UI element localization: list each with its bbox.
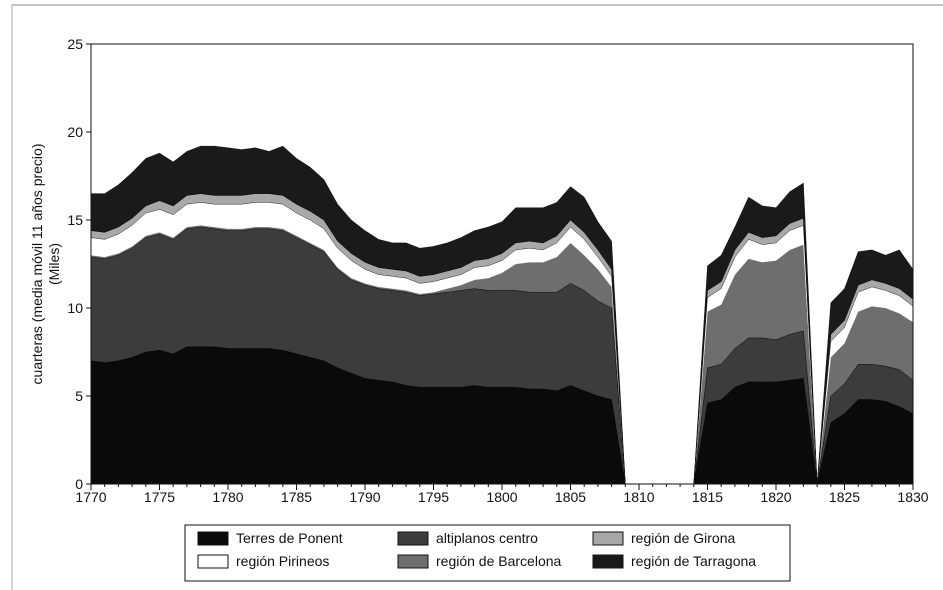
legend-swatch-region-pirineos — [197, 554, 229, 569]
legend-label-region-de-barcelona: región de Barcelona — [436, 553, 562, 569]
y-axis: 0 5 10 15 20 25 — [67, 36, 91, 492]
legend-label-region-de-girona: región de Girona — [631, 530, 736, 546]
x-tick-label: 1820 — [760, 489, 791, 505]
legend: Terres de Ponent altiplanos centro región … — [184, 524, 791, 582]
y-tick-label: 10 — [67, 300, 83, 316]
y-axis-label-line-1: cuarteras (media móvil 11 años precio) — [29, 144, 45, 385]
x-tick-label: 1780 — [212, 489, 243, 505]
x-tick-label: 1800 — [486, 489, 517, 505]
legend-label-region-de-tarragona: región de Tarragona — [631, 553, 756, 569]
legend-swatch-region-de-tarragona — [592, 554, 624, 569]
legend-box — [184, 524, 791, 582]
x-tick-label: 1770 — [75, 489, 106, 505]
area-series-group — [90, 145, 914, 485]
x-tick-label: 1795 — [418, 489, 449, 505]
x-tick-label: 1810 — [623, 489, 654, 505]
legend-label-terres-de-ponent: Terres de Ponent — [236, 530, 343, 546]
x-tick-label: 1775 — [144, 489, 175, 505]
legend-swatch-region-de-barcelona — [397, 554, 429, 569]
y-tick-label: 5 — [75, 388, 83, 404]
y-tick-label: 20 — [67, 124, 83, 140]
legend-swatch-altiplanos-centro — [397, 531, 429, 546]
legend-label-region-pirineos: región Pirineos — [236, 553, 329, 569]
legend-swatch-terres-de-ponent — [197, 531, 229, 546]
x-axis: 1770 1775 1780 1785 1790 1795 1800 1805 1810 1815… — [75, 484, 929, 505]
y-tick-label: 25 — [67, 36, 83, 52]
area-region-de-tarragona-segment-1 — [90, 145, 626, 485]
x-tick-label: 1785 — [281, 489, 312, 505]
legend-label-altiplanos-centro: altiplanos centro — [436, 530, 538, 546]
y-axis-label-line-2: (Miles) — [46, 243, 62, 285]
y-tick-label: 15 — [67, 212, 83, 228]
x-tick-label: 1830 — [897, 489, 928, 505]
x-tick-label: 1805 — [555, 489, 586, 505]
x-tick-label: 1815 — [692, 489, 723, 505]
y-axis-label: cuarteras (media móvil 11 años precio) (… — [29, 144, 62, 385]
x-tick-label: 1790 — [349, 489, 380, 505]
y-tick-label: 0 — [75, 476, 83, 492]
x-tick-label: 1825 — [829, 489, 860, 505]
legend-swatch-region-de-girona — [592, 531, 624, 546]
